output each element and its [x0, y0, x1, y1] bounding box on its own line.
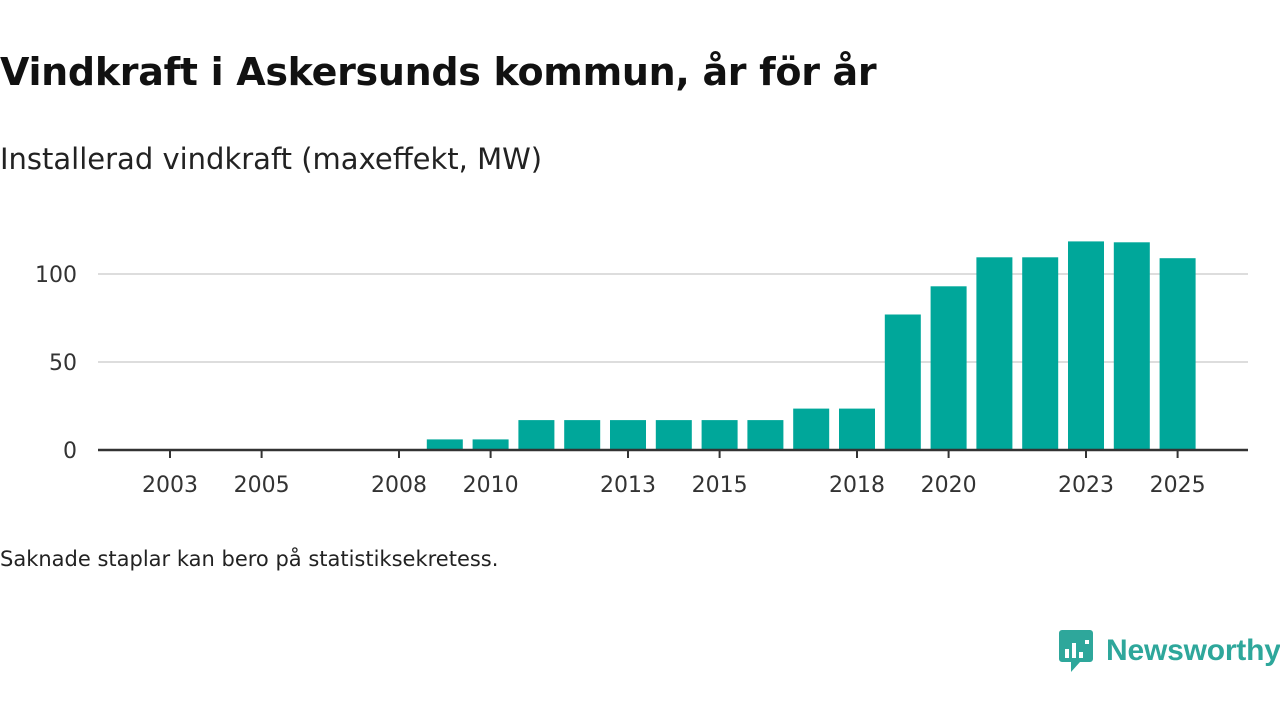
- y-tick-label: 50: [49, 351, 77, 376]
- x-tick-label: 2025: [1150, 473, 1206, 498]
- bar-2022: [1022, 257, 1059, 450]
- newsworthy-logo-icon: [1059, 630, 1093, 672]
- bar-2011: [518, 420, 555, 450]
- bar-2021: [976, 257, 1013, 450]
- x-tick-label: 2005: [234, 473, 290, 498]
- chart-title: Vindkraft i Askersunds kommun, år för år: [0, 50, 877, 94]
- x-tick-label: 2010: [463, 473, 519, 498]
- bar-2015: [701, 420, 738, 450]
- bar-2020: [930, 286, 967, 450]
- bar-2025: [1159, 258, 1196, 450]
- bar-2013: [610, 420, 646, 450]
- brand: Newsworthy: [1058, 628, 1280, 674]
- bar-2018: [839, 408, 875, 450]
- x-tick-label: 2013: [600, 473, 656, 498]
- x-tick-label: 2015: [692, 473, 748, 498]
- footnote: Saknade staplar kan bero på statistiksek…: [0, 547, 499, 571]
- x-tick-label: 2008: [371, 473, 427, 498]
- y-tick-label: 0: [63, 439, 77, 464]
- x-tick-label: 2018: [829, 473, 885, 498]
- bar-2016: [747, 420, 784, 450]
- bar-2014: [655, 420, 692, 450]
- bar-2010: [472, 439, 509, 450]
- x-tick-label: 2020: [921, 473, 977, 498]
- bars: [426, 241, 1196, 450]
- x-tick-label: 2003: [142, 473, 198, 498]
- bar-2023: [1068, 241, 1104, 450]
- axes: [98, 448, 1248, 458]
- bar-2009: [426, 439, 463, 450]
- bar-2019: [884, 314, 921, 450]
- tick-labels: 0 50 100 2003 2005 2008 2010 2013 2015 2018 2020 20…: [35, 263, 1206, 498]
- y-tick-label: 100: [35, 263, 77, 288]
- brand-name: Newsworthy: [1106, 634, 1280, 667]
- bar-2017: [793, 408, 830, 450]
- chart-subtitle: Installerad vindkraft (maxeffekt, MW): [0, 142, 543, 176]
- bar-2012: [564, 420, 601, 450]
- bar-2024: [1113, 242, 1150, 450]
- x-tick-label: 2023: [1058, 473, 1114, 498]
